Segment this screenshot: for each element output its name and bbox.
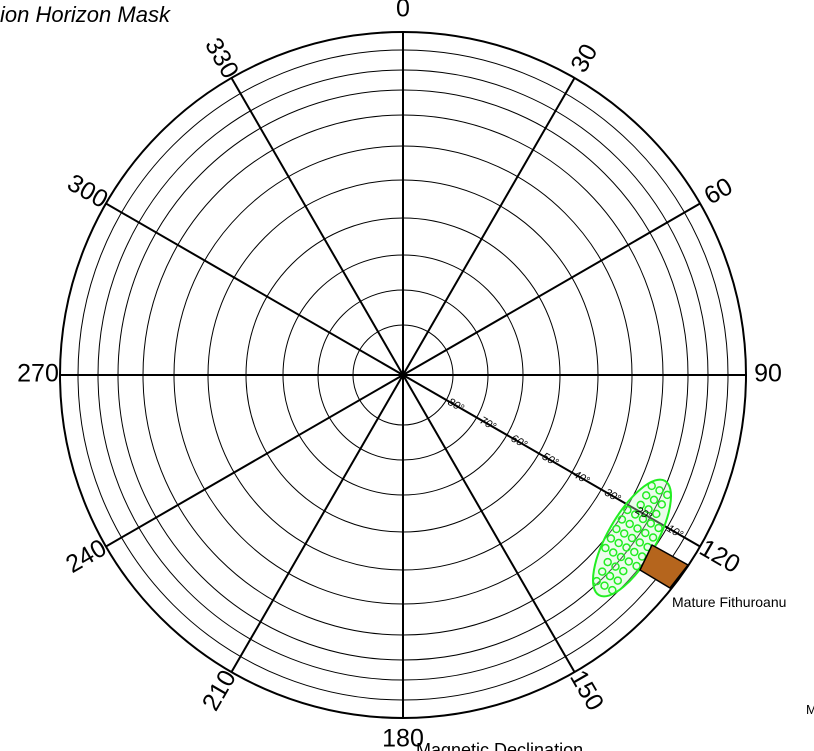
ellipse-pattern bbox=[592, 481, 672, 595]
elevation-label: 50° bbox=[540, 451, 561, 470]
azimuth-spokes bbox=[60, 32, 746, 718]
pattern-dot bbox=[641, 491, 651, 500]
pattern-dot bbox=[644, 505, 653, 514]
pattern-dot bbox=[641, 528, 650, 538]
pattern-dot bbox=[605, 571, 615, 581]
azimuth-label: 210 bbox=[197, 665, 242, 715]
azimuth-label: 330 bbox=[199, 33, 244, 83]
pattern-dot bbox=[614, 538, 623, 548]
pattern-dot bbox=[655, 486, 664, 495]
azimuth-label: 180 bbox=[382, 725, 424, 751]
declination-label: Magnetic Declination bbox=[416, 740, 583, 751]
pattern-dot bbox=[652, 509, 661, 519]
azimuth-label: 30 bbox=[565, 39, 603, 77]
pattern-dot bbox=[619, 566, 628, 576]
pattern-dot bbox=[630, 510, 640, 519]
elevation-label: 10° bbox=[665, 523, 686, 542]
title: ion Horizon Mask bbox=[0, 2, 171, 27]
pattern-dot bbox=[638, 514, 648, 524]
pattern-dot bbox=[603, 557, 612, 567]
pattern-dot bbox=[616, 552, 626, 562]
pattern-dot bbox=[624, 557, 634, 566]
azimuth-label: 240 bbox=[61, 534, 111, 579]
pattern-dot bbox=[648, 533, 658, 542]
pattern-dot bbox=[608, 585, 617, 595]
pattern-dot bbox=[636, 500, 645, 510]
pattern-dot bbox=[611, 562, 620, 571]
pattern-dot bbox=[619, 529, 629, 538]
pattern-dot bbox=[647, 481, 656, 491]
elevation-label: 60° bbox=[509, 433, 530, 452]
azimuth-label: 90 bbox=[754, 360, 782, 388]
pattern-dot bbox=[646, 519, 656, 528]
horizon-obstruction bbox=[639, 543, 690, 589]
pattern-dot bbox=[625, 519, 634, 529]
edge-text: M bbox=[806, 702, 814, 717]
pattern-dot bbox=[649, 495, 659, 505]
azimuth-label: 300 bbox=[63, 169, 113, 214]
pattern-dot bbox=[608, 548, 618, 557]
azimuth-label: 270 bbox=[17, 360, 59, 388]
pattern-dot bbox=[601, 543, 610, 553]
pattern-dot bbox=[613, 576, 623, 585]
pattern-dot bbox=[635, 538, 645, 547]
azimuth-label: 150 bbox=[564, 665, 609, 715]
pattern-dot bbox=[632, 561, 641, 571]
pattern-dot bbox=[663, 490, 672, 500]
elevation-label: 80° bbox=[445, 396, 466, 415]
azimuth-label: 120 bbox=[695, 534, 745, 579]
pattern-dot bbox=[627, 533, 637, 543]
azimuth-spoke bbox=[230, 77, 576, 673]
azimuth-label: 60 bbox=[699, 172, 737, 210]
pattern-dot bbox=[623, 505, 632, 515]
pattern-dot bbox=[597, 567, 607, 576]
pattern-dot bbox=[622, 543, 631, 552]
pattern-dot bbox=[600, 581, 609, 590]
feature-label: Mature Fithuroanu bbox=[672, 594, 786, 610]
pattern-dot bbox=[633, 524, 642, 533]
pattern-dot bbox=[657, 500, 667, 509]
pattern-dot bbox=[617, 515, 627, 524]
pattern-dot bbox=[637, 552, 647, 561]
azimuth-label: 0 bbox=[396, 0, 410, 23]
pattern-dot bbox=[592, 576, 601, 586]
elevation-label: 30° bbox=[602, 487, 623, 506]
pattern-dot bbox=[630, 547, 639, 557]
elevation-label: 70° bbox=[478, 415, 499, 434]
pattern-dot bbox=[606, 534, 616, 543]
pattern-dot bbox=[612, 524, 621, 534]
elevation-label: 40° bbox=[571, 469, 592, 488]
pattern-dot bbox=[654, 523, 663, 533]
